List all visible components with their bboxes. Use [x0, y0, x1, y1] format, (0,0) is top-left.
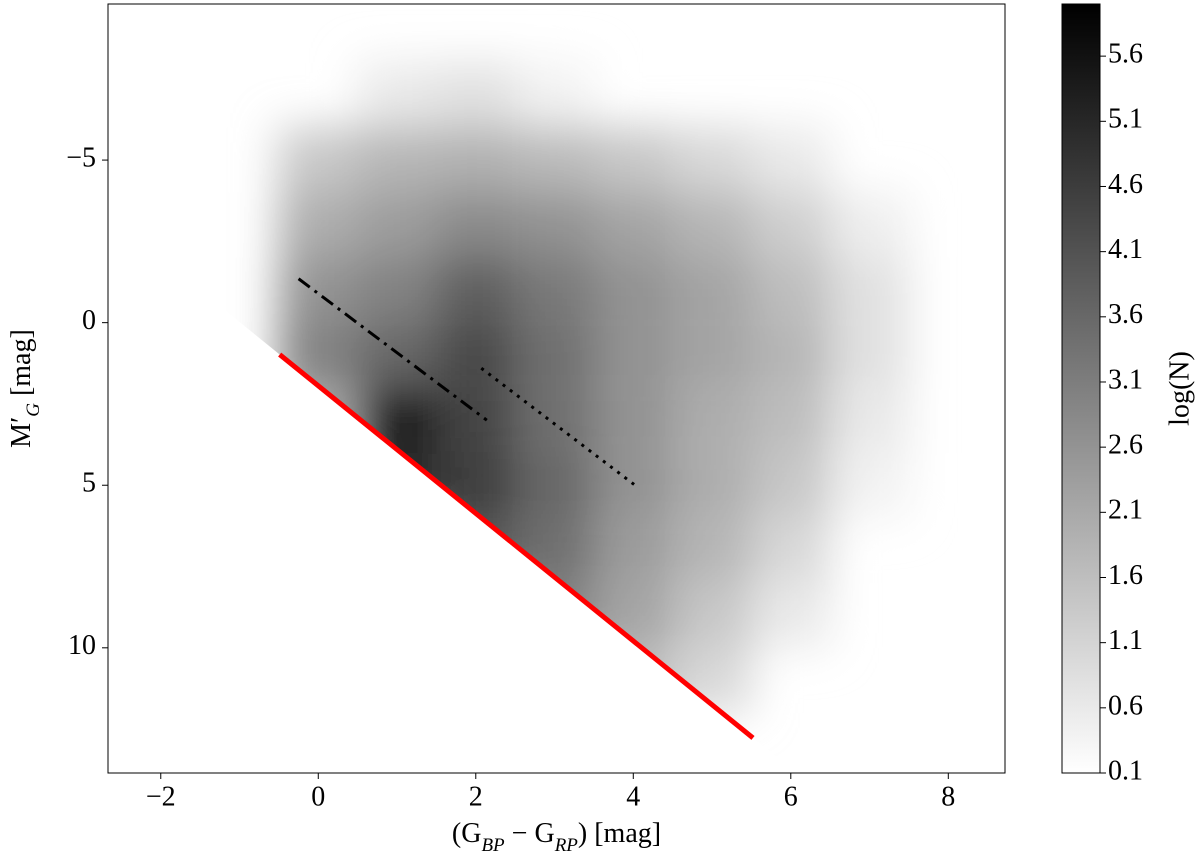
x-tick-label: 4 [626, 781, 640, 812]
density-cell [751, 517, 831, 583]
density-layer [278, 62, 909, 713]
density-cell [515, 127, 594, 193]
density-cell [751, 452, 831, 518]
colorbar-tick-label: 0.1 [1108, 755, 1143, 786]
density-cell [357, 62, 437, 128]
density-cell [593, 127, 673, 193]
density-cell [515, 257, 594, 323]
lines [278, 277, 755, 740]
density-cell [436, 192, 516, 258]
density-cell [515, 517, 594, 583]
density-cell [357, 452, 437, 518]
density-cell [436, 452, 516, 518]
density-cell [515, 582, 594, 648]
density-cell [436, 127, 516, 193]
density-cells [278, 62, 909, 713]
density-cell [593, 387, 673, 453]
density-cell [672, 387, 752, 453]
density-cell [672, 192, 752, 258]
line [278, 352, 755, 740]
colorbar [1061, 3, 1101, 774]
x-tick-label: 2 [469, 781, 483, 812]
density-cell [672, 127, 752, 193]
density-cell [436, 257, 516, 323]
colorbar-tick-label: 1.6 [1108, 560, 1143, 591]
density-cell [515, 192, 594, 258]
density-cell [751, 322, 831, 388]
colorbar-tick-label: 0.6 [1108, 690, 1143, 721]
x-axis-label: (GBP − GRP) [mag] [452, 818, 661, 855]
density-cell [830, 387, 909, 453]
density-cell [751, 192, 831, 258]
density-cell [593, 192, 673, 258]
density-cell [515, 387, 594, 453]
x-tick-label: 6 [784, 781, 798, 812]
density-cell [672, 582, 752, 648]
density-cell [830, 192, 909, 258]
density-cell [278, 192, 358, 258]
density-cell [830, 257, 909, 323]
colorbar-tick-label: 4.6 [1108, 169, 1143, 200]
density-cell [672, 517, 752, 583]
density-cell [593, 517, 673, 583]
colorbar-tick-label: 3.1 [1108, 364, 1143, 395]
density-cell [357, 387, 437, 453]
colorbar-label: log(N) [1164, 351, 1195, 426]
density-cell [278, 257, 358, 323]
line [480, 366, 639, 489]
density-cell [830, 452, 909, 518]
density-cell [515, 452, 594, 518]
density-cell [751, 582, 831, 648]
density-cell [515, 62, 594, 128]
y-tick-label: −5 [66, 142, 96, 173]
density-cell [751, 257, 831, 323]
y-tick-label: 5 [82, 468, 96, 499]
density-cell [436, 387, 516, 453]
density-cell [357, 127, 437, 193]
density-cell [278, 387, 358, 453]
density-cell [672, 257, 752, 323]
density-cell [278, 127, 358, 193]
density-cell [436, 517, 516, 583]
line [297, 277, 488, 422]
colorbar-tick-label: 3.6 [1108, 299, 1143, 330]
colorbar-tick-label: 2.1 [1108, 495, 1143, 526]
density-cell [357, 257, 437, 323]
y-tick-label: 0 [82, 305, 96, 336]
density-cell [593, 647, 673, 713]
density-cell [751, 387, 831, 453]
density-cell [357, 192, 437, 258]
colorbar-tick-label: 5.1 [1108, 104, 1143, 135]
colorbar-tick-label: 1.1 [1108, 625, 1143, 656]
density-cell [672, 452, 752, 518]
density-cell [830, 322, 909, 388]
density-cell [593, 322, 673, 388]
colorbar-tick-label: 5.6 [1108, 39, 1143, 70]
density-cell [278, 322, 358, 388]
x-tick-label: 8 [941, 781, 955, 812]
density-cell [436, 322, 516, 388]
colorbar-tick-label: 4.1 [1108, 234, 1143, 265]
x-tick-label: −2 [146, 781, 176, 812]
density-cell [593, 257, 673, 323]
y-tick-label: 10 [68, 630, 96, 661]
density-cell [751, 127, 831, 193]
density-cell [515, 322, 594, 388]
density-cell [436, 62, 516, 128]
plot-frame [107, 3, 1006, 774]
y-axis-label: M′G [mag] [6, 329, 43, 448]
density-cell [672, 322, 752, 388]
colorbar-tick-label: 2.6 [1108, 430, 1143, 461]
x-tick-label: 0 [311, 781, 325, 812]
